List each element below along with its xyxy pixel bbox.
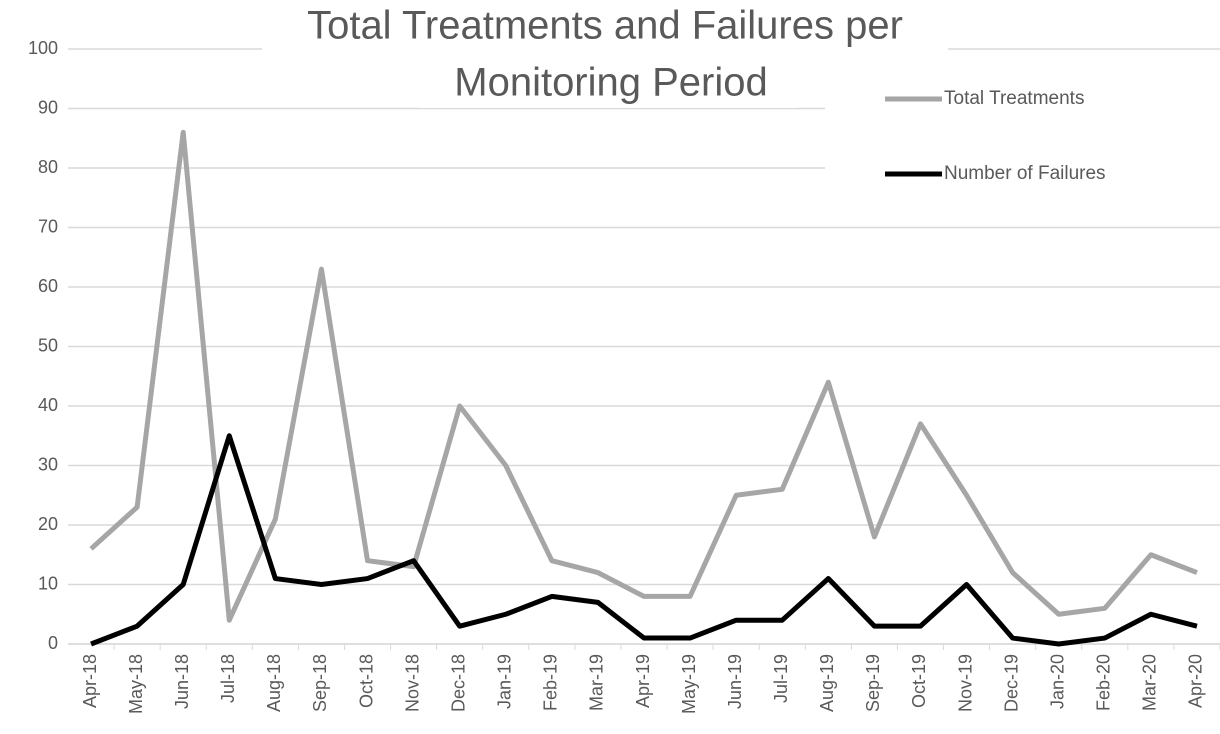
legend-label: Total Treatments: [944, 88, 1084, 109]
x-tick-label: Apr-18: [80, 654, 100, 708]
x-tick-label: Aug-19: [817, 654, 837, 712]
y-tick-label: 80: [38, 157, 58, 177]
x-tick-label: Mar-20: [1140, 654, 1160, 711]
y-tick-label: 40: [38, 395, 58, 415]
x-tick-label: Jun-19: [725, 654, 745, 709]
x-tick-label: Dec-19: [1001, 654, 1021, 712]
title-bg: [262, 2, 948, 52]
x-tick-label: Dec-18: [448, 654, 468, 712]
x-tick-label: Oct-19: [909, 654, 929, 708]
x-tick-label: Mar-19: [587, 654, 607, 711]
x-tick-label: Nov-18: [402, 654, 422, 712]
x-tick-label: Jan-20: [1047, 654, 1067, 709]
title-bg: [420, 52, 798, 108]
x-tick-label: Nov-19: [955, 654, 975, 712]
x-tick-label: Jul-19: [771, 654, 791, 703]
series-line: [90, 433, 1198, 647]
x-tick-label: Sep-19: [863, 654, 883, 712]
y-tick-label: 90: [38, 97, 58, 117]
x-tick-label: Sep-18: [310, 654, 330, 712]
x-tick-label: Oct-18: [356, 654, 376, 708]
legend-label: Number of Failures: [944, 163, 1106, 184]
x-tick-label: Apr-20: [1186, 654, 1206, 708]
x-tick-label: May-19: [679, 654, 699, 714]
y-tick-label: 100: [28, 38, 58, 58]
x-tick-label: Jun-18: [172, 654, 192, 709]
x-tick-label: Jan-19: [495, 654, 515, 709]
y-tick-label: 70: [38, 216, 58, 236]
y-tick-label: 30: [38, 454, 58, 474]
y-tick-label: 20: [38, 514, 58, 534]
x-tick-label: Jul-18: [218, 654, 238, 703]
chart-title: Monitoring Period: [454, 61, 768, 105]
x-tick-label: Aug-18: [264, 654, 284, 712]
x-tick-label: May-18: [126, 654, 146, 714]
series-line: [89, 129, 1198, 623]
y-tick-label: 0: [48, 633, 58, 653]
x-tick-label: Feb-20: [1094, 654, 1114, 711]
x-tick-label: Apr-19: [633, 654, 653, 708]
legend-bg: [825, 62, 1220, 212]
x-tick-label: Feb-19: [541, 654, 561, 711]
y-tick-label: 50: [38, 335, 58, 355]
y-tick-label: 10: [38, 573, 58, 593]
chart-title: Total Treatments and Failures per: [307, 4, 903, 48]
y-tick-label: 60: [38, 276, 58, 296]
